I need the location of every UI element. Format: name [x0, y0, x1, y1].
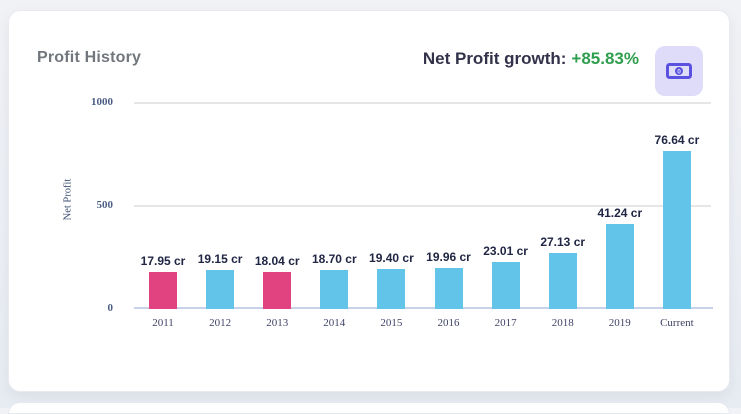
profit-history-chart: Net Profit 0 500 1000 17.95 cr 2011 19.15 cr 2…	[9, 11, 729, 391]
bar-2011[interactable]	[149, 272, 177, 309]
bar-value-label: 27.13 cr	[540, 235, 586, 250]
x-axis-tick-label: 2012	[209, 317, 232, 329]
bar-value-label: 19.15 cr	[197, 251, 243, 266]
bar-2012[interactable]	[206, 269, 235, 309]
next-card-top-edge	[8, 402, 730, 414]
bar-value-label: 18.70 cr	[311, 252, 357, 267]
bar-2017[interactable]	[491, 261, 520, 309]
card-title: Profit History	[37, 49, 142, 66]
y-axis-tick-label: 500	[96, 199, 114, 211]
bar-value-label: 17.95 cr	[140, 254, 186, 269]
bar-2018[interactable]	[548, 253, 577, 309]
banknote-icon: 0	[666, 63, 692, 79]
bar-2014[interactable]	[320, 270, 349, 309]
bar-2013[interactable]	[263, 271, 292, 309]
x-axis-tick-label: 2016	[437, 317, 460, 329]
bar-value-label: 18.04 cr	[254, 253, 300, 268]
grid-line	[134, 102, 711, 104]
bar-current[interactable]	[662, 151, 691, 309]
currency-toggle-button[interactable]: 0	[655, 46, 703, 96]
x-axis-tick-label: 2018	[551, 317, 574, 329]
bar-2016[interactable]	[434, 267, 463, 309]
bar-2015[interactable]	[377, 269, 406, 309]
x-axis-tick-label: 2015	[380, 317, 403, 329]
x-axis-tick-label: 2014	[323, 317, 346, 329]
x-axis-line	[134, 307, 713, 309]
x-axis-tick-label: 2013	[266, 317, 289, 329]
bar-value-label: 76.64 cr	[654, 133, 700, 148]
bar-2019[interactable]	[605, 224, 634, 309]
bar-value-label: 19.40 cr	[369, 251, 414, 266]
x-axis-tick-label: 2017	[494, 317, 517, 329]
x-axis-tick-label: Current	[660, 317, 694, 329]
svg-text:0: 0	[677, 69, 681, 76]
growth-label: Net Profit growth:	[422, 49, 567, 68]
bar-value-label: 23.01 cr	[483, 243, 528, 258]
net-profit-growth: Net Profit growth: +85.83%	[423, 49, 639, 69]
x-axis-tick-label: 2019	[608, 317, 631, 329]
bar-value-label: 19.96 cr	[426, 249, 471, 264]
grid-line	[134, 205, 711, 207]
growth-value: +85.83%	[571, 49, 639, 68]
profit-history-card: Profit History Net Profit growth: +85.83%…	[8, 10, 730, 392]
x-axis-tick-label: 2011	[152, 317, 174, 329]
bar-value-label: 41.24 cr	[597, 206, 643, 221]
y-axis-tick-label: 0	[107, 302, 114, 314]
y-axis-tick-label: 1000	[91, 96, 113, 108]
